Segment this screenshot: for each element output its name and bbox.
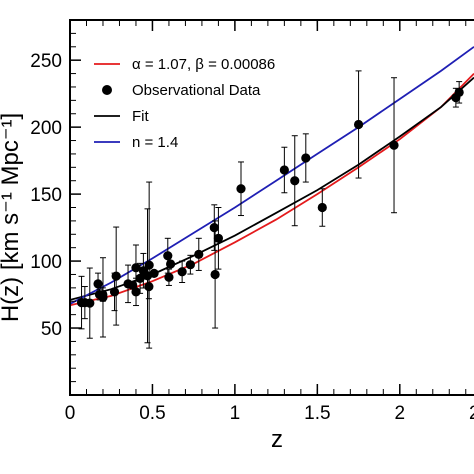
- data-point: [149, 268, 159, 278]
- y-tick-label: 150: [30, 185, 62, 206]
- x-tick-label: 1.5: [304, 403, 330, 424]
- data-point: [301, 153, 311, 163]
- legend: α = 1.07, β = 0.00086 Observational Data F…: [94, 56, 275, 151]
- x-tick-label: 2: [395, 403, 406, 424]
- x-axis-label: z: [271, 426, 283, 453]
- data-point: [194, 249, 204, 259]
- data-point: [290, 176, 300, 186]
- x-tick-label: 0.5: [139, 403, 165, 424]
- y-tick-label: 50: [41, 319, 62, 340]
- legend-marker-swatch: [102, 85, 112, 95]
- data-point: [177, 267, 187, 277]
- data-point: [163, 251, 173, 261]
- series-line: [70, 72, 474, 307]
- data-point: [135, 273, 145, 283]
- x-tick-label: 1: [230, 403, 241, 424]
- y-tick-label: 100: [30, 252, 62, 273]
- data-point: [209, 222, 219, 233]
- data-point: [165, 259, 176, 269]
- data-point: [93, 279, 103, 289]
- data-point: [210, 269, 220, 280]
- data-point: [111, 271, 121, 281]
- legend-label: n = 1.4: [132, 134, 178, 151]
- series-layer: [70, 46, 474, 307]
- x-tick-label: 2.5: [469, 403, 474, 424]
- data-point: [98, 292, 108, 302]
- legend-label: Fit: [132, 108, 149, 125]
- points-layer: [76, 70, 464, 349]
- y-axis-label: H(z) [km s⁻¹ Mpc⁻¹]: [0, 113, 24, 322]
- data-point: [236, 184, 246, 194]
- data-point: [144, 260, 154, 270]
- legend-label: α = 1.07, β = 0.00086: [132, 56, 275, 73]
- data-point: [389, 140, 399, 150]
- ticks-layer: 0 0.5 1 1.5 2 2.5 50 100 150 200 250: [30, 20, 474, 424]
- data-point: [85, 298, 95, 308]
- data-point: [131, 263, 141, 273]
- y-tick-label: 200: [30, 118, 62, 139]
- series-line: [70, 76, 474, 301]
- data-point: [109, 287, 120, 297]
- data-point: [164, 272, 174, 282]
- data-point: [213, 233, 224, 243]
- plot-frame: [69, 19, 474, 396]
- data-point: [279, 165, 289, 175]
- data-point: [353, 119, 364, 130]
- data-point: [131, 287, 141, 297]
- data-point: [317, 202, 327, 213]
- legend-label: Observational Data: [132, 82, 261, 99]
- data-point: [185, 260, 195, 270]
- data-point: [454, 87, 464, 97]
- x-tick-label: 0: [65, 403, 76, 424]
- y-tick-label: 250: [30, 51, 62, 72]
